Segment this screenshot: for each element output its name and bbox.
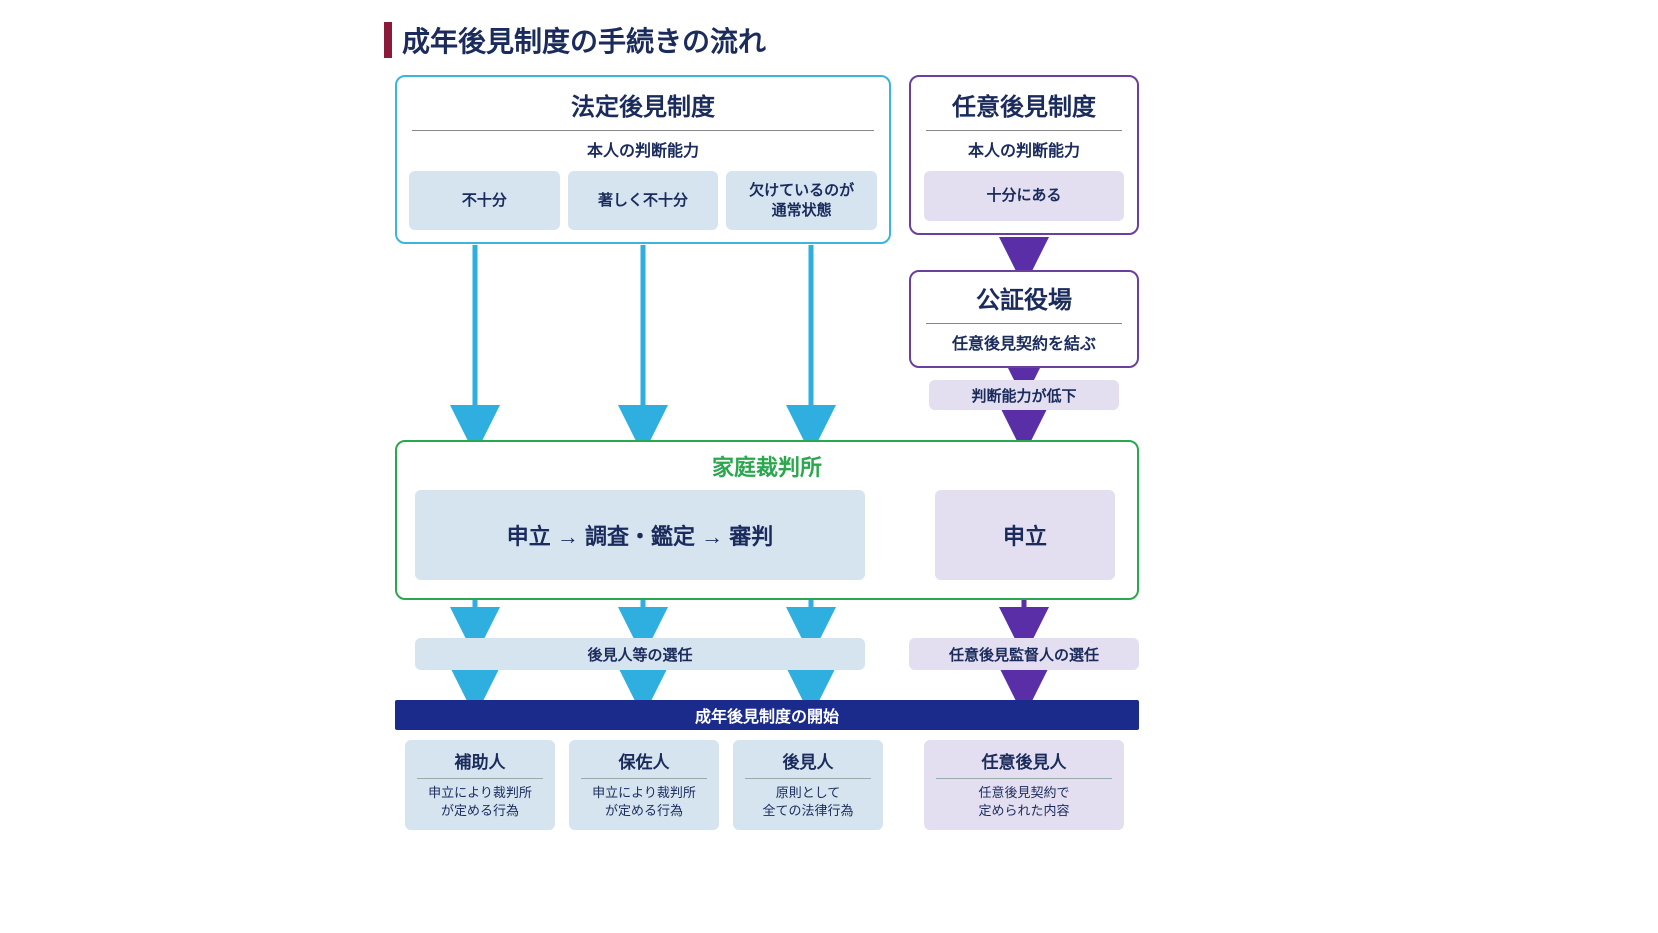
title-accent-bar xyxy=(384,22,392,58)
result-title: 補助人 xyxy=(411,748,549,778)
page-title-wrap: 成年後見制度の手続きの流れ xyxy=(384,20,1164,60)
result-title: 保佐人 xyxy=(575,748,713,778)
selection-voluntary: 任意後見監督人の選任 xyxy=(909,638,1139,670)
court-legal-process: 申立 → 調査・鑑定 → 審判 xyxy=(415,490,865,580)
voluntary-level-row: 十分にある xyxy=(911,171,1137,233)
legal-levels-row: 不十分 著しく不十分 欠けているのが 通常状態 xyxy=(397,171,889,242)
result-voluntary: 任意後見人 任意後見契約で 定められた内容 xyxy=(924,740,1124,830)
court-voluntary-process: 申立 xyxy=(935,490,1115,580)
legal-level-1: 著しく不十分 xyxy=(568,171,719,230)
legal-guardianship-box: 法定後見制度 本人の判断能力 不十分 著しく不十分 欠けているのが 通常状態 xyxy=(395,75,891,244)
legal-subtitle: 本人の判断能力 xyxy=(412,130,874,171)
start-bar: 成年後見制度の開始 xyxy=(395,700,1139,730)
voluntary-title: 任意後見制度 xyxy=(911,77,1137,130)
result-legal-2: 後見人 原則として 全ての法律行為 xyxy=(733,740,883,830)
legal-level-2: 欠けているのが 通常状態 xyxy=(726,171,877,230)
result-desc: 原則として 全ての法律行為 xyxy=(745,778,871,820)
selection-legal: 後見人等の選任 xyxy=(415,638,865,670)
flowchart-area: 法定後見制度 本人の判断能力 不十分 著しく不十分 欠けているのが 通常状態 任… xyxy=(384,75,1164,915)
result-desc: 申立により裁判所 が定める行為 xyxy=(581,778,707,820)
result-title: 後見人 xyxy=(739,748,877,778)
result-desc: 任意後見契約で 定められた内容 xyxy=(936,778,1112,820)
page-title: 成年後見制度の手続きの流れ xyxy=(402,20,766,60)
notary-box: 公証役場 任意後見契約を結ぶ xyxy=(909,270,1139,368)
notary-title: 公証役場 xyxy=(911,272,1137,323)
diagram-container: 成年後見制度の手続きの流れ xyxy=(384,20,1164,915)
decline-label: 判断能力が低下 xyxy=(929,380,1119,410)
legal-level-0: 不十分 xyxy=(409,171,560,230)
voluntary-level: 十分にある xyxy=(924,171,1124,221)
notary-subtitle: 任意後見契約を結ぶ xyxy=(926,323,1122,366)
court-title: 家庭裁判所 xyxy=(395,450,1139,482)
voluntary-guardianship-box: 任意後見制度 本人の判断能力 十分にある xyxy=(909,75,1139,235)
result-title: 任意後見人 xyxy=(930,748,1118,778)
result-legal-0: 補助人 申立により裁判所 が定める行為 xyxy=(405,740,555,830)
result-desc: 申立により裁判所 が定める行為 xyxy=(417,778,543,820)
legal-title: 法定後見制度 xyxy=(397,77,889,130)
result-legal-1: 保佐人 申立により裁判所 が定める行為 xyxy=(569,740,719,830)
voluntary-subtitle: 本人の判断能力 xyxy=(926,130,1122,171)
